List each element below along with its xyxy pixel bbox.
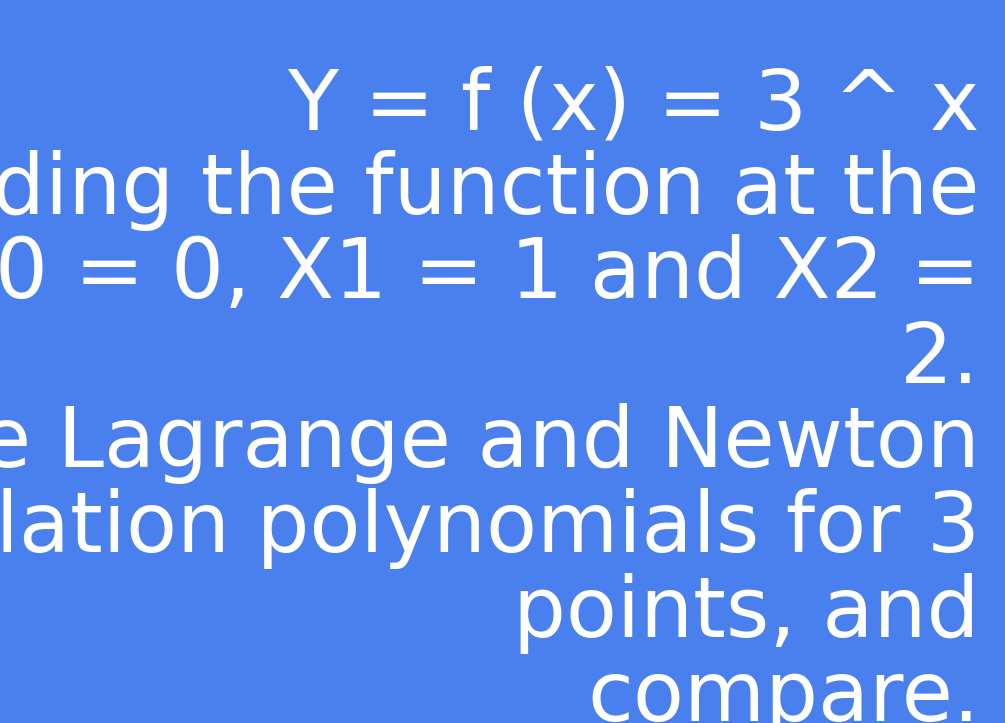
- Text: compare.: compare.: [587, 657, 980, 723]
- Text: points X0 = 0, X1 = 1 and X2 =: points X0 = 0, X1 = 1 and X2 =: [0, 234, 980, 315]
- Text: providing the function at the: providing the function at the: [0, 150, 980, 231]
- Text: interpolation polynomials for 3: interpolation polynomials for 3: [0, 488, 980, 569]
- Text: points, and: points, and: [514, 573, 980, 654]
- Text: 2.: 2.: [900, 319, 980, 400]
- Text: Y = f (x) = 3 ^ x: Y = f (x) = 3 ^ x: [287, 65, 980, 146]
- Text: Write the Lagrange and Newton: Write the Lagrange and Newton: [0, 403, 980, 484]
